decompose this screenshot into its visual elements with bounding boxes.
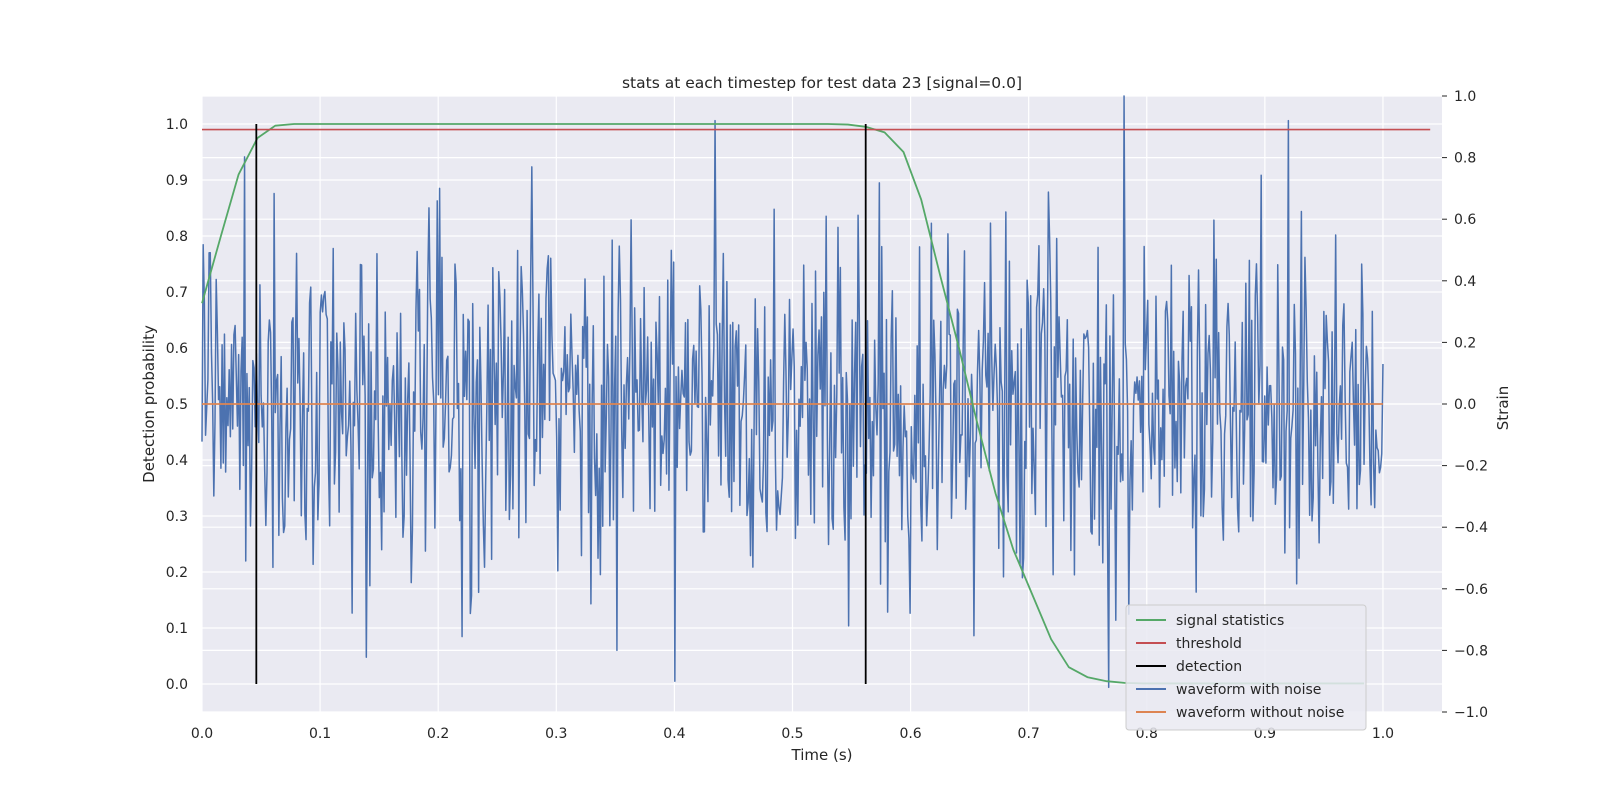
y-tick-label: 0.3 — [166, 509, 188, 525]
x-tick-label: 0.0 — [191, 726, 213, 742]
y-tick-label: 0.9 — [166, 173, 188, 189]
y2-tick-label: −0.6 — [1454, 582, 1488, 598]
y-axis-label: Detection probability — [140, 325, 158, 483]
y2-tick-label: 0.2 — [1454, 335, 1476, 351]
legend-label: detection — [1176, 659, 1242, 675]
legend-label: waveform without noise — [1176, 705, 1344, 721]
y-tick-label: 0.7 — [166, 285, 188, 301]
x-tick-label: 1.0 — [1372, 726, 1394, 742]
y-tick-label: 0.4 — [166, 453, 188, 469]
y2-tick-label: 0.0 — [1454, 397, 1476, 413]
y2-tick-label: 0.6 — [1454, 212, 1476, 228]
waveform-with-noise-line — [201, 95, 1384, 689]
y-tick-label: 0.8 — [166, 229, 188, 245]
y-tick-label: 0.2 — [166, 565, 188, 581]
x-tick-label: 0.5 — [781, 726, 803, 742]
chart-title: stats at each timestep for test data 23 … — [622, 74, 1022, 92]
x-tick-label: 0.7 — [1018, 726, 1040, 742]
y2-tick-label: −1.0 — [1454, 705, 1488, 721]
y-tick-label: 0.0 — [166, 677, 188, 693]
legend-label: signal statistics — [1176, 613, 1284, 629]
legend-label: waveform with noise — [1176, 682, 1321, 698]
y-tick-label: 0.1 — [166, 621, 188, 637]
y-tick-label: 0.6 — [166, 341, 188, 357]
y2-axis-label: Strain — [1494, 386, 1512, 430]
y2-tick-label: −0.4 — [1454, 520, 1488, 536]
x-tick-label: 0.6 — [899, 726, 921, 742]
legend-box — [1125, 604, 1367, 731]
x-axis-label: Time (s) — [791, 746, 853, 764]
y-tick-label: 1.0 — [166, 117, 188, 133]
y2-tick-label: 1.0 — [1454, 89, 1476, 105]
legend-label: threshold — [1176, 636, 1242, 652]
x-tick-label: 0.4 — [663, 726, 685, 742]
y2-axis-ticks: −1.0 −0.8 −0.6 −0.4 −0.2 0.0 0.2 0.4 0.6 0.8 1.0 — [1442, 89, 1488, 721]
x-tick-label: 0.1 — [309, 726, 331, 742]
y2-tick-label: 0.8 — [1454, 151, 1476, 167]
x-tick-label: 0.3 — [545, 726, 567, 742]
y2-tick-label: −0.2 — [1454, 459, 1488, 475]
y2-tick-label: −0.8 — [1454, 643, 1488, 659]
y-axis-ticks: 0.0 0.1 0.2 0.3 0.4 0.5 0.6 0.7 0.8 0.9 1.0 — [166, 117, 188, 693]
legend: signal statistics threshold detection wavef… — [1125, 604, 1367, 731]
x-tick-label: 0.2 — [427, 726, 449, 742]
y2-tick-label: 0.4 — [1454, 274, 1476, 290]
y-tick-label: 0.5 — [166, 397, 188, 413]
